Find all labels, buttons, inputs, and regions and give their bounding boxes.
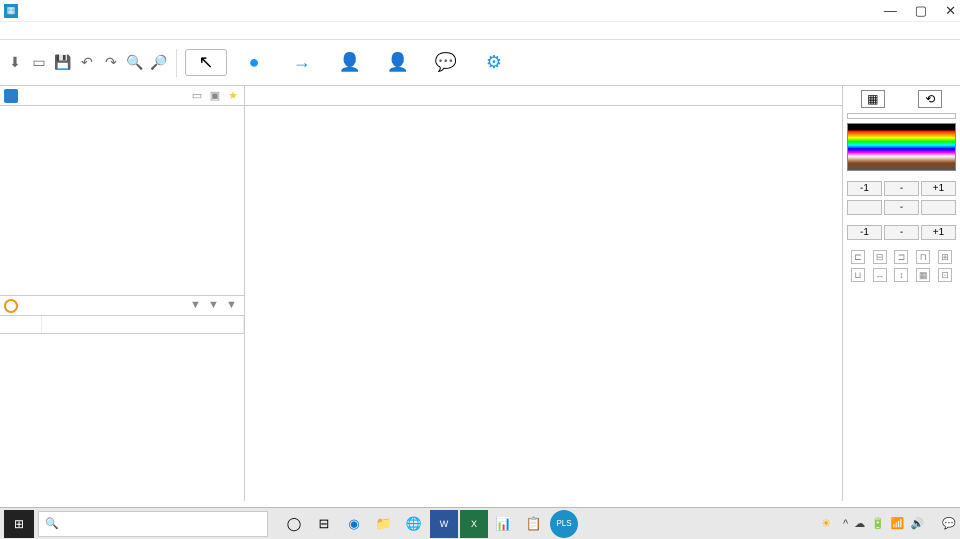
calculate-button[interactable]: ⚙ [473, 49, 515, 76]
weather-icon[interactable]: ☀ [821, 517, 831, 530]
italic-button[interactable] [921, 200, 956, 215]
undo-icon[interactable]: ↶ [78, 54, 96, 72]
bold-button[interactable] [847, 200, 882, 215]
quadratic-tool[interactable]: 👤 [329, 49, 371, 76]
align-bottom-icon[interactable]: ⊔ [851, 268, 865, 282]
indicators-icon [4, 299, 18, 313]
latent-variable-tool[interactable]: ● [233, 49, 275, 76]
style-reset[interactable]: - [884, 200, 919, 215]
model-canvas[interactable] [245, 106, 842, 501]
col-indicator[interactable] [42, 316, 244, 333]
star-icon[interactable]: ★ [226, 89, 240, 103]
folder-icon [4, 89, 18, 103]
word-icon[interactable]: W [430, 510, 458, 538]
comment-tool[interactable]: 💬 [425, 49, 467, 76]
volume-icon[interactable]: 🔊 [911, 517, 925, 530]
app-icon[interactable]: 📋 [520, 510, 548, 538]
align-auto-icon[interactable]: ⊡ [938, 268, 952, 282]
dist-v-icon[interactable]: ↕ [894, 268, 908, 282]
align-left-icon[interactable]: ⊏ [851, 250, 865, 264]
menu-bar [0, 22, 960, 40]
notifications-icon[interactable]: 💬 [942, 517, 956, 530]
chrome-icon[interactable]: 🌐 [400, 510, 428, 538]
align-center-icon[interactable]: ⊟ [873, 250, 887, 264]
save-icon[interactable]: 💾 [54, 54, 72, 72]
filter-icon[interactable]: ▼ [190, 299, 204, 313]
border-dec[interactable]: -1 [847, 225, 882, 240]
font-reset[interactable]: - [884, 181, 919, 196]
dist-h-icon[interactable]: ↔ [873, 268, 887, 282]
wifi-icon[interactable]: 📶 [891, 517, 905, 530]
indicators-header: ▼ ▼ ▼ [0, 296, 244, 316]
align-grid-icon[interactable]: ▦ [916, 268, 930, 282]
minimize-button[interactable]: — [884, 3, 897, 18]
align-top-icon[interactable]: ⊓ [916, 250, 930, 264]
filter-icon[interactable]: ▼ [226, 299, 240, 313]
font-dec[interactable]: -1 [847, 181, 882, 196]
connect-tool[interactable]: → [281, 49, 323, 76]
smartpls-icon[interactable]: PLS [550, 510, 578, 538]
snap-button[interactable]: ⟲ [918, 90, 942, 109]
zoom-in-icon[interactable]: 🔎 [150, 54, 168, 72]
taskbar: ⊞ 🔍 ◯ ⊟ ◉ 📁 🌐 W X 📊 📋 PLS ☀ ^ ☁ 🔋 📶 🔊 💬 [0, 507, 960, 539]
border-reset[interactable]: - [884, 225, 919, 240]
new-icon[interactable]: ▭ [30, 54, 48, 72]
font-inc[interactable]: +1 [921, 181, 956, 196]
edge-icon[interactable]: ◉ [340, 510, 368, 538]
expand-icon[interactable]: ▣ [208, 89, 222, 103]
col-no[interactable] [0, 316, 42, 333]
explorer-icon[interactable]: 📁 [370, 510, 398, 538]
tray-chevron-icon[interactable]: ^ [843, 518, 848, 530]
zoom-out-icon[interactable]: 🔍 [126, 54, 144, 72]
import-icon[interactable]: ⬇ [6, 54, 24, 72]
indicators-table [0, 316, 244, 501]
maximize-button[interactable]: ▢ [915, 3, 927, 19]
taskview-icon[interactable]: ◯ [280, 510, 308, 538]
redo-icon[interactable]: ↷ [102, 54, 120, 72]
close-button[interactable]: ✕ [945, 3, 956, 19]
excel-icon[interactable]: X [460, 510, 488, 538]
title-bar: ▦ — ▢ ✕ [0, 0, 960, 22]
editor-tabs [245, 86, 842, 106]
border-inc[interactable]: +1 [921, 225, 956, 240]
align-right-icon[interactable]: ⊐ [894, 250, 908, 264]
battery-icon[interactable]: 🔋 [871, 517, 885, 530]
project-tree[interactable] [0, 106, 244, 296]
moderating-tool[interactable]: 👤 [377, 49, 419, 76]
properties-panel: ▦ ⟲ -1 - +1 - -1 - +1 ⊏ ⊟ ⊐ ⊓ ⊞ [842, 86, 960, 501]
app-icon[interactable]: 📊 [490, 510, 518, 538]
cloud-icon[interactable]: ☁ [854, 517, 865, 530]
filter-icon[interactable]: ▼ [208, 299, 222, 313]
grid-button[interactable]: ▦ [861, 90, 885, 109]
align-middle-icon[interactable]: ⊞ [938, 250, 952, 264]
main-toolbar: ⬇ ▭ 💾 ↶ ↷ 🔍 🔎 ↖ ● → 👤 👤 💬 ⚙ [0, 40, 960, 86]
start-button[interactable]: ⊞ [4, 510, 34, 538]
taskbar-search[interactable]: 🔍 [38, 511, 268, 537]
search-icon: 🔍 [45, 517, 59, 530]
collapse-icon[interactable]: ▭ [190, 89, 204, 103]
cortana-icon[interactable]: ⊟ [310, 510, 338, 538]
more-themes-button[interactable] [847, 113, 956, 119]
color-palette[interactable] [847, 123, 956, 171]
project-explorer-header: ▭ ▣ ★ [0, 86, 244, 106]
select-tool[interactable]: ↖ [185, 49, 227, 76]
app-icon: ▦ [4, 4, 18, 18]
